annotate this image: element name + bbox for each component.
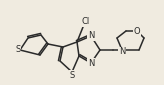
- Text: S: S: [69, 70, 75, 79]
- Text: N: N: [88, 32, 94, 40]
- Text: N: N: [119, 48, 125, 57]
- Text: S: S: [15, 45, 21, 54]
- Text: N: N: [88, 58, 94, 67]
- Text: Cl: Cl: [82, 18, 90, 27]
- Text: O: O: [134, 27, 140, 36]
